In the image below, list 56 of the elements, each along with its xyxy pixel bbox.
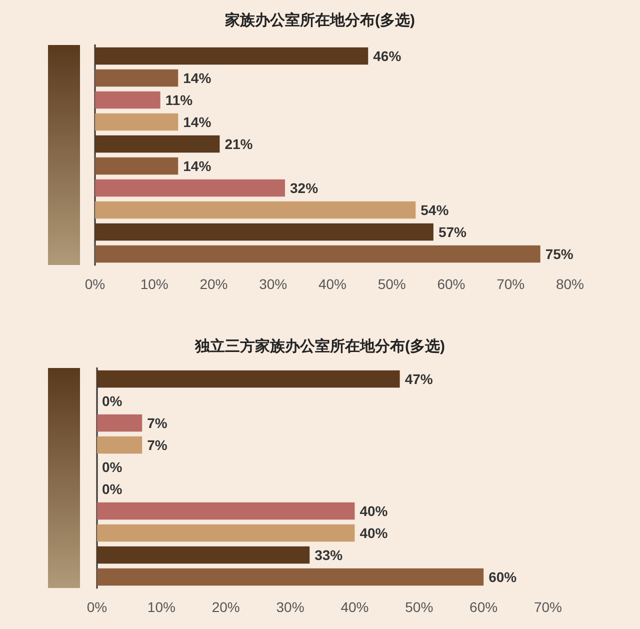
x-tick-label: 50% bbox=[405, 599, 434, 615]
bar bbox=[97, 370, 400, 388]
x-tick-label: 70% bbox=[496, 276, 525, 292]
data-label: 75% bbox=[545, 246, 574, 262]
x-tick-label: 50% bbox=[378, 276, 406, 292]
x-tick-label: 10% bbox=[140, 276, 168, 292]
bar bbox=[97, 436, 142, 454]
x-tick-label: 40% bbox=[340, 599, 369, 615]
bar bbox=[95, 223, 434, 241]
data-label: 7% bbox=[147, 437, 168, 453]
x-tick-label: 40% bbox=[318, 276, 347, 292]
data-label: 21% bbox=[224, 136, 254, 152]
data-label: 46% bbox=[373, 48, 402, 64]
data-label: 60% bbox=[488, 569, 518, 585]
x-tick-label: 80% bbox=[556, 276, 584, 292]
bar bbox=[95, 135, 220, 153]
data-label: 0% bbox=[102, 459, 123, 475]
x-tick-label: 60% bbox=[437, 276, 466, 292]
bar bbox=[95, 245, 540, 263]
data-label: 14% bbox=[183, 158, 212, 174]
bar bbox=[97, 524, 355, 542]
data-label: 40% bbox=[360, 503, 388, 519]
x-tick-label: 10% bbox=[147, 599, 176, 615]
bar bbox=[97, 414, 142, 432]
data-label: 0% bbox=[102, 393, 123, 409]
data-label: 14% bbox=[183, 70, 212, 86]
data-label: 11% bbox=[165, 92, 194, 108]
x-tick-label: 0% bbox=[86, 599, 108, 615]
bar bbox=[95, 91, 160, 109]
x-tick-label: 30% bbox=[259, 276, 288, 292]
chart-title: 独立三方家族办公室所在地分布(多选) bbox=[194, 337, 445, 355]
bar bbox=[97, 546, 310, 564]
x-tick-label: 70% bbox=[534, 599, 562, 615]
bar bbox=[95, 47, 368, 65]
data-label: 57% bbox=[438, 224, 468, 240]
data-label: 47% bbox=[404, 371, 434, 387]
bar bbox=[95, 157, 178, 175]
bar bbox=[97, 568, 484, 586]
data-label: 32% bbox=[290, 180, 319, 196]
x-tick-label: 20% bbox=[200, 276, 228, 292]
x-tick-label: 0% bbox=[84, 276, 106, 292]
bar bbox=[95, 179, 285, 197]
bar bbox=[95, 69, 178, 87]
data-label: 0% bbox=[102, 481, 123, 497]
chart-title: 家族办公室所在地分布(多选) bbox=[224, 11, 415, 29]
data-label: 40% bbox=[360, 525, 388, 541]
x-tick-label: 20% bbox=[212, 599, 240, 615]
bar bbox=[95, 113, 178, 131]
bar bbox=[95, 201, 416, 219]
data-label: 54% bbox=[420, 202, 450, 218]
x-tick-label: 30% bbox=[276, 599, 304, 615]
x-tick-label: 60% bbox=[470, 599, 498, 615]
data-label: 33% bbox=[314, 547, 344, 563]
data-label: 14% bbox=[183, 114, 212, 130]
bar bbox=[97, 502, 355, 520]
data-label: 7% bbox=[147, 415, 168, 431]
